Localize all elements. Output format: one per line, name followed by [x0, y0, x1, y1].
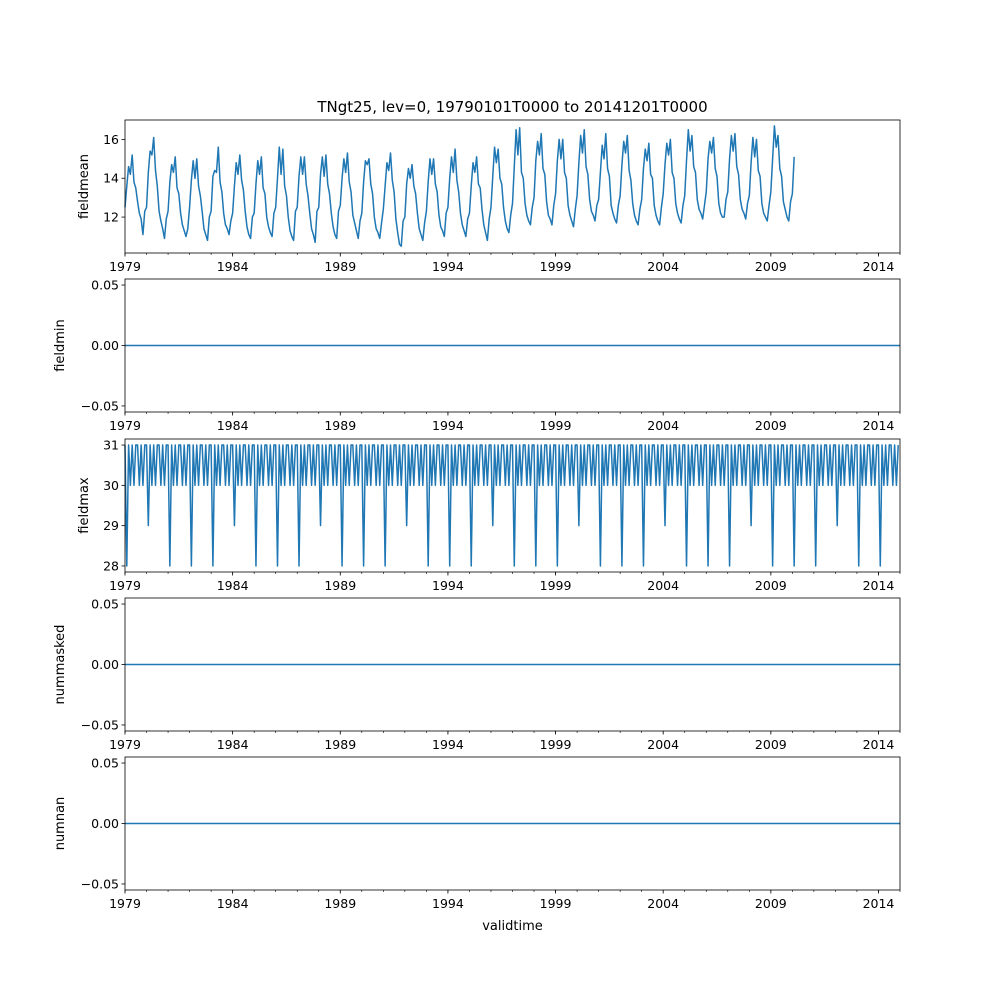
x-tick-label: 1984 [217, 737, 249, 752]
x-tick-label: 1994 [432, 737, 464, 752]
y-tick-label: 0.00 [91, 338, 119, 353]
y-tick-label: 14 [103, 171, 119, 186]
x-tick-label: 1979 [109, 418, 141, 433]
panel-fieldmax: 28 29 30 31 fieldmax 1979 1984 1989 1994 1999 2004… [77, 438, 901, 593]
x-tick-label: 2004 [647, 737, 679, 752]
y-tick-label: 30 [103, 478, 119, 493]
y-axis-label-numnan: numnan [53, 797, 68, 851]
x-tick-label: 1984 [217, 418, 249, 433]
y-tick-label: 29 [103, 518, 119, 533]
y-tick-label: 0.00 [91, 657, 119, 672]
x-tick-label: 1984 [217, 896, 249, 911]
y-tick-label: 12 [103, 210, 119, 225]
x-tick-label: 1984 [217, 578, 249, 593]
y-tick-label: 0.05 [91, 756, 119, 771]
y-tick-label: −0.05 [81, 876, 119, 891]
x-tick-label: 2014 [863, 578, 895, 593]
y-tick-label: 16 [103, 132, 119, 147]
x-tick-label: 2004 [647, 259, 679, 274]
x-tick-label: 1989 [324, 578, 356, 593]
y-tick-label: 0.05 [91, 278, 119, 293]
x-tick-label: 1979 [109, 896, 141, 911]
x-tick-label: 2009 [755, 896, 787, 911]
y-tick-label: −0.05 [81, 398, 119, 413]
y-tick-label: −0.05 [81, 717, 119, 732]
x-tick-label: 1979 [109, 259, 141, 274]
panel-numnan: −0.05 0.00 0.05 numnan 1979 1984 1989 1994 1999 2… [53, 756, 901, 911]
chart-title: TNgt25, lev=0, 19790101T0000 to 20141201… [316, 98, 707, 116]
x-tick-label: 2009 [755, 737, 787, 752]
x-tick-label: 2014 [863, 737, 895, 752]
x-tick-label: 2014 [863, 259, 895, 274]
y-axis-label-fieldmax: fieldmax [77, 477, 92, 534]
y-tick-label: 0.05 [91, 597, 119, 612]
y-tick-label: 31 [103, 438, 119, 453]
x-tick-label: 2004 [647, 578, 679, 593]
x-tick-label: 2009 [755, 418, 787, 433]
x-tick-label: 2014 [863, 418, 895, 433]
y-axis-label-fieldmin: fieldmin [53, 319, 68, 372]
y-axis-label-nummasked: nummasked [53, 625, 68, 705]
x-tick-label: 1999 [540, 418, 572, 433]
x-tick-label: 2014 [863, 896, 895, 911]
x-tick-label: 1989 [324, 418, 356, 433]
x-tick-label: 1984 [217, 259, 249, 274]
series-line-fieldmean [124, 125, 795, 247]
series-line-fieldmax [124, 444, 899, 567]
x-tick-label: 1999 [540, 896, 572, 911]
y-axis-label-fieldmean: fieldmean [77, 154, 92, 219]
x-tick-label: 1989 [324, 737, 356, 752]
x-tick-label: 2009 [755, 259, 787, 274]
x-tick-label: 1999 [540, 737, 572, 752]
panel-nummasked: −0.05 0.00 0.05 nummasked 1979 1984 1989 1994 19… [53, 597, 901, 752]
x-tick-label: 2004 [647, 896, 679, 911]
x-tick-label: 1994 [432, 418, 464, 433]
x-tick-label: 1989 [324, 896, 356, 911]
x-tick-label: 2009 [755, 578, 787, 593]
x-tick-label: 1999 [540, 578, 572, 593]
x-tick-label: 1999 [540, 259, 572, 274]
y-tick-label: 0.00 [91, 816, 119, 831]
x-tick-label: 1994 [432, 578, 464, 593]
y-tick-label: 28 [103, 558, 119, 573]
panel-fieldmean: 12 14 16 fieldmean 1979 1984 1989 1994 1999 2004 2… [77, 119, 901, 274]
x-tick-label: 1979 [109, 578, 141, 593]
x-axis-label: validtime [482, 919, 543, 934]
panel-fieldmin: −0.05 0.00 0.05 fieldmin 1979 1984 1989 1994 199… [53, 278, 901, 433]
x-tick-label: 1979 [109, 737, 141, 752]
x-tick-label: 1989 [324, 259, 356, 274]
x-tick-label: 1994 [432, 896, 464, 911]
x-tick-label: 1994 [432, 259, 464, 274]
x-tick-label: 2004 [647, 418, 679, 433]
